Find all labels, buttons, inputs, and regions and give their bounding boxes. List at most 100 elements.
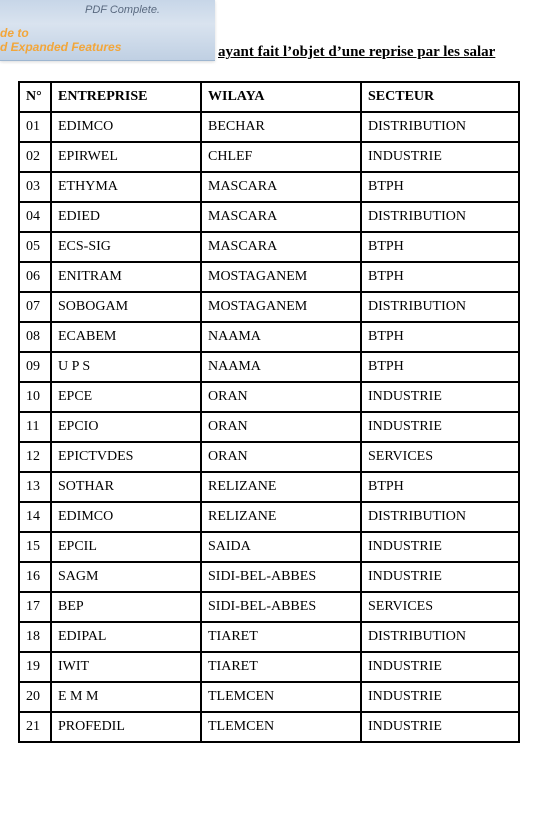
table-cell: EDIED — [51, 202, 201, 232]
table-cell: 18 — [19, 622, 51, 652]
table-cell: U P S — [51, 352, 201, 382]
table-cell: ECS-SIG — [51, 232, 201, 262]
table-cell: ECABEM — [51, 322, 201, 352]
table-row: 13SOTHARRELIZANEBTPH — [19, 472, 519, 502]
table-cell: TLEMCEN — [201, 712, 361, 742]
table-row: 16SAGMSIDI-BEL-ABBESINDUSTRIE — [19, 562, 519, 592]
table-cell: DISTRIBUTION — [361, 112, 519, 142]
table-cell: 17 — [19, 592, 51, 622]
table-row: 08ECABEMNAAMABTPH — [19, 322, 519, 352]
table-cell: SERVICES — [361, 442, 519, 472]
table-row: 19IWITTIARETINDUSTRIE — [19, 652, 519, 682]
table-cell: 14 — [19, 502, 51, 532]
table-row: 02EPIRWELCHLEFINDUSTRIE — [19, 142, 519, 172]
table-cell: SOTHAR — [51, 472, 201, 502]
table-cell: IWIT — [51, 652, 201, 682]
table-cell: BEP — [51, 592, 201, 622]
table-cell: DISTRIBUTION — [361, 202, 519, 232]
table-cell: 03 — [19, 172, 51, 202]
table-cell: INDUSTRIE — [361, 682, 519, 712]
pdf-complete-tagline: PDF Complete. — [85, 4, 160, 16]
table-cell: INDUSTRIE — [361, 562, 519, 592]
table-cell: BTPH — [361, 262, 519, 292]
table-cell: 04 — [19, 202, 51, 232]
table-cell: TLEMCEN — [201, 682, 361, 712]
table-cell: BTPH — [361, 352, 519, 382]
table-cell: EDIMCO — [51, 112, 201, 142]
table-cell: NAAMA — [201, 322, 361, 352]
table-cell: EPICTVDES — [51, 442, 201, 472]
table-row: 03ETHYMAMASCARABTPH — [19, 172, 519, 202]
table-cell: 08 — [19, 322, 51, 352]
table-cell: INDUSTRIE — [361, 712, 519, 742]
table-cell: 01 — [19, 112, 51, 142]
table-cell: INDUSTRIE — [361, 652, 519, 682]
table-cell: SIDI-BEL-ABBES — [201, 592, 361, 622]
table-row: 12EPICTVDESORANSERVICES — [19, 442, 519, 472]
table-cell: 11 — [19, 412, 51, 442]
table-cell: ORAN — [201, 442, 361, 472]
table-cell: INDUSTRIE — [361, 142, 519, 172]
col-entreprise: ENTREPRISE — [51, 82, 201, 112]
table-row: 10EPCEORANINDUSTRIE — [19, 382, 519, 412]
table-cell: SERVICES — [361, 592, 519, 622]
table-cell: BTPH — [361, 322, 519, 352]
table-row: 05ECS-SIGMASCARABTPH — [19, 232, 519, 262]
table-cell: BTPH — [361, 472, 519, 502]
table-cell: RELIZANE — [201, 502, 361, 532]
table-row: 01EDIMCOBECHARDISTRIBUTION — [19, 112, 519, 142]
table-cell: MOSTAGANEM — [201, 262, 361, 292]
table-cell: 09 — [19, 352, 51, 382]
table-cell: EPIRWEL — [51, 142, 201, 172]
table-cell: EDIMCO — [51, 502, 201, 532]
table-cell: 20 — [19, 682, 51, 712]
table-header-row: N° ENTREPRISE WILAYA SECTEUR — [19, 82, 519, 112]
table-cell: ETHYMA — [51, 172, 201, 202]
table-cell: EPCE — [51, 382, 201, 412]
table-row: 07SOBOGAMMOSTAGANEMDISTRIBUTION — [19, 292, 519, 322]
table-row: 20E M MTLEMCENINDUSTRIE — [19, 682, 519, 712]
table-cell: E M M — [51, 682, 201, 712]
table-body: 01EDIMCOBECHARDISTRIBUTION02EPIRWELCHLEF… — [19, 112, 519, 742]
table-cell: PROFEDIL — [51, 712, 201, 742]
table-cell: 02 — [19, 142, 51, 172]
table-cell: 10 — [19, 382, 51, 412]
table-cell: INDUSTRIE — [361, 412, 519, 442]
table-cell: 15 — [19, 532, 51, 562]
table-cell: 06 — [19, 262, 51, 292]
banner-line2: d Expanded Features — [0, 40, 121, 54]
table-cell: MOSTAGANEM — [201, 292, 361, 322]
table-cell: EDIPAL — [51, 622, 201, 652]
table-cell: ENITRAM — [51, 262, 201, 292]
table-caption: ayant fait l’objet d’une reprise par les… — [218, 44, 495, 61]
pdf-banner: PDF Complete. de to d Expanded Features — [0, 0, 215, 61]
table-cell: BTPH — [361, 232, 519, 262]
table-row: 09U P SNAAMABTPH — [19, 352, 519, 382]
table-cell: BECHAR — [201, 112, 361, 142]
col-secteur: SECTEUR — [361, 82, 519, 112]
table-cell: EPCIO — [51, 412, 201, 442]
table-cell: NAAMA — [201, 352, 361, 382]
table-cell: TIARET — [201, 652, 361, 682]
table-cell: DISTRIBUTION — [361, 502, 519, 532]
table-cell: 16 — [19, 562, 51, 592]
table-cell: SAGM — [51, 562, 201, 592]
table-row: 21PROFEDILTLEMCENINDUSTRIE — [19, 712, 519, 742]
table-row: 15EPCILSAIDAINDUSTRIE — [19, 532, 519, 562]
table-cell: 13 — [19, 472, 51, 502]
table-cell: MASCARA — [201, 232, 361, 262]
table-cell: BTPH — [361, 172, 519, 202]
table-cell: TIARET — [201, 622, 361, 652]
table-cell: INDUSTRIE — [361, 532, 519, 562]
table-cell: DISTRIBUTION — [361, 292, 519, 322]
table-cell: SIDI-BEL-ABBES — [201, 562, 361, 592]
col-num: N° — [19, 82, 51, 112]
table-cell: EPCIL — [51, 532, 201, 562]
table-cell: 19 — [19, 652, 51, 682]
table-row: 17BEPSIDI-BEL-ABBESSERVICES — [19, 592, 519, 622]
table-cell: 05 — [19, 232, 51, 262]
table-row: 04EDIEDMASCARADISTRIBUTION — [19, 202, 519, 232]
table-cell: SOBOGAM — [51, 292, 201, 322]
table-cell: ORAN — [201, 412, 361, 442]
table-cell: RELIZANE — [201, 472, 361, 502]
